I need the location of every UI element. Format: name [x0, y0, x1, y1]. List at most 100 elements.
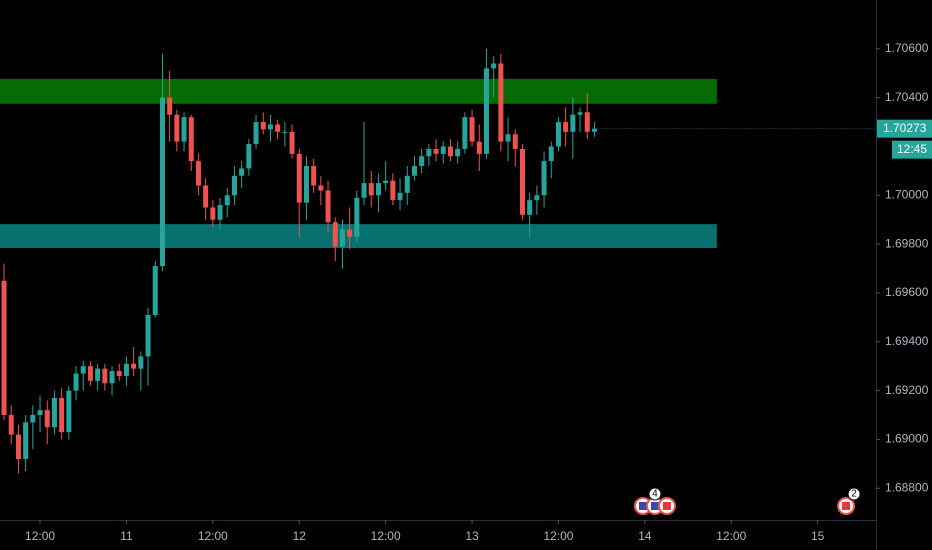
candle-body — [584, 112, 590, 132]
event-badge — [648, 487, 662, 501]
candle-body — [483, 68, 489, 154]
last-price-label: 1.70273 — [883, 121, 927, 135]
countdown-label: 12:45 — [897, 142, 927, 156]
candle-body — [289, 131, 295, 154]
candle-body — [188, 117, 194, 162]
candle-body — [267, 124, 273, 130]
candle-body — [30, 415, 36, 423]
candle-body — [296, 153, 302, 203]
candle-body — [354, 197, 360, 237]
event-flag — [638, 502, 647, 510]
candle-body — [577, 112, 583, 115]
candle-body — [167, 97, 173, 115]
event-flag — [662, 502, 671, 510]
y-tick-label: 1.70000 — [885, 187, 929, 201]
candle-body — [210, 207, 216, 220]
candle-body — [303, 166, 309, 203]
candle-body — [325, 190, 331, 223]
candle-body — [368, 183, 374, 196]
candle-body — [253, 122, 259, 145]
candle-body — [570, 114, 576, 132]
candle-body — [80, 366, 86, 374]
y-tick-label: 1.68800 — [885, 480, 929, 494]
candle-body — [138, 356, 144, 369]
candle-body — [8, 415, 14, 435]
x-tick-label: 12:00 — [198, 529, 228, 543]
y-tick-label: 1.70600 — [885, 41, 929, 55]
candle-body — [440, 146, 446, 154]
candle-body — [116, 371, 122, 376]
candle-body — [411, 166, 417, 176]
candle-body — [476, 141, 482, 154]
candle-body — [203, 185, 209, 208]
candle-body — [332, 222, 338, 247]
candle-body — [44, 410, 50, 428]
candle-body — [123, 363, 129, 376]
candle-body — [455, 148, 461, 157]
candle-body — [231, 175, 237, 196]
candle-body — [397, 192, 403, 201]
y-tick-label: 1.69400 — [885, 334, 929, 348]
candle-body — [339, 229, 345, 247]
candle-body — [404, 175, 410, 193]
candle-body — [426, 148, 432, 157]
candle-body — [548, 146, 554, 162]
candle-body — [375, 183, 381, 196]
candle-body — [73, 373, 79, 391]
zone — [0, 78, 717, 104]
x-tick-label: 12:00 — [543, 529, 573, 543]
candle-body — [383, 180, 389, 184]
candle-body — [145, 314, 151, 357]
candle-body — [109, 371, 115, 384]
x-tick-label: 14 — [638, 529, 652, 543]
x-tick-label: 12:00 — [716, 529, 746, 543]
y-tick-label: 1.69600 — [885, 285, 929, 299]
candle-body — [311, 166, 317, 186]
candle-body — [174, 114, 180, 142]
candle-body — [361, 183, 367, 198]
candle-body — [318, 185, 324, 191]
candle-body — [527, 200, 533, 215]
candle-body — [347, 229, 353, 237]
event-flag — [842, 502, 851, 510]
candle-body — [51, 397, 57, 428]
candle-body — [534, 195, 540, 201]
candle-body — [181, 117, 187, 142]
candle-body — [390, 180, 396, 201]
candle-body — [541, 161, 547, 196]
y-tick-label: 1.69200 — [885, 383, 929, 397]
candle-body — [37, 410, 43, 416]
candle-body — [131, 363, 137, 369]
candle-body — [102, 368, 108, 384]
candle-body — [282, 131, 288, 133]
candle-body — [260, 122, 266, 130]
candle-body — [591, 128, 597, 132]
y-tick-label: 1.69800 — [885, 236, 929, 250]
y-tick-label: 1.70400 — [885, 90, 929, 104]
candle-body — [59, 397, 65, 433]
event-count: 2 — [851, 489, 857, 500]
x-tick-label: 11 — [120, 529, 133, 543]
candle-body — [447, 146, 453, 157]
event-badge — [847, 487, 861, 501]
candle-body — [512, 134, 518, 149]
candle-body — [491, 63, 497, 69]
candle-body — [195, 161, 201, 186]
candle-body — [469, 117, 475, 142]
x-tick-label: 12 — [293, 529, 307, 543]
candle-body — [505, 134, 511, 142]
event-flag — [650, 502, 659, 510]
x-tick-label: 13 — [465, 529, 479, 543]
x-tick-label: 12:00 — [371, 529, 401, 543]
candle-body — [462, 117, 468, 149]
candle-body — [23, 422, 29, 459]
candle-body — [246, 144, 252, 169]
candle-body — [159, 97, 165, 267]
candle-body — [66, 390, 72, 433]
candle-body — [519, 148, 525, 215]
candle-body — [224, 195, 230, 206]
candle-body — [555, 122, 561, 147]
x-tick-label: 12:00 — [25, 529, 55, 543]
